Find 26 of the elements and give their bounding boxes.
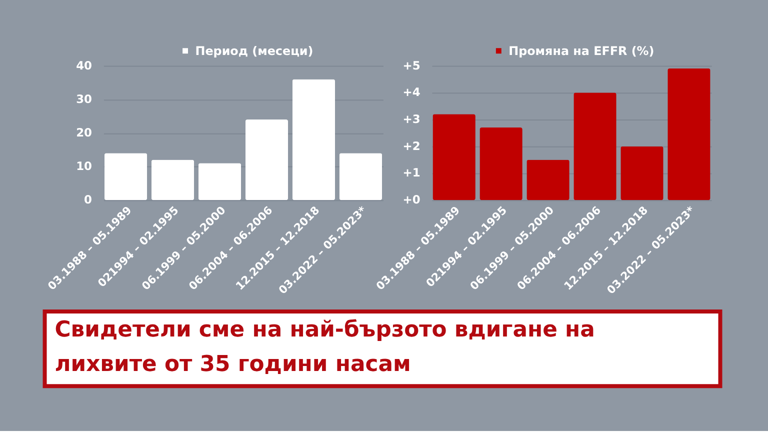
bar — [245, 120, 288, 200]
y-tick-label: +5 — [402, 58, 420, 72]
y-tick-label: 40 — [76, 58, 92, 72]
bar — [574, 92, 616, 200]
text: Свидетели сме на най-бързото вдигане на лихвите от 35 години насам — [54, 317, 595, 378]
legend-label: Промяна на EFFR (%) — [508, 44, 654, 58]
bar — [104, 153, 148, 200]
y-tick-label: +2 — [402, 138, 420, 153]
bar — [151, 160, 194, 200]
y-tick-label: 0 — [84, 192, 92, 207]
y-tick-label: +3 — [402, 112, 420, 126]
bar — [620, 146, 664, 200]
y-tick-label: +4 — [402, 85, 420, 100]
bar — [292, 79, 336, 200]
bar — [668, 68, 710, 200]
y-tick-label: 20 — [76, 125, 92, 140]
bar — [198, 163, 242, 200]
y-tick-label: +0 — [402, 192, 420, 207]
y-tick-label: 10 — [76, 158, 92, 173]
bar — [432, 114, 476, 200]
y-tick-label: +1 — [402, 166, 420, 180]
bar — [526, 160, 570, 200]
y-tick-label: 30 — [76, 92, 92, 106]
bar — [339, 153, 382, 200]
legend-label: Период (месеци) — [195, 44, 314, 58]
bar — [480, 128, 522, 200]
